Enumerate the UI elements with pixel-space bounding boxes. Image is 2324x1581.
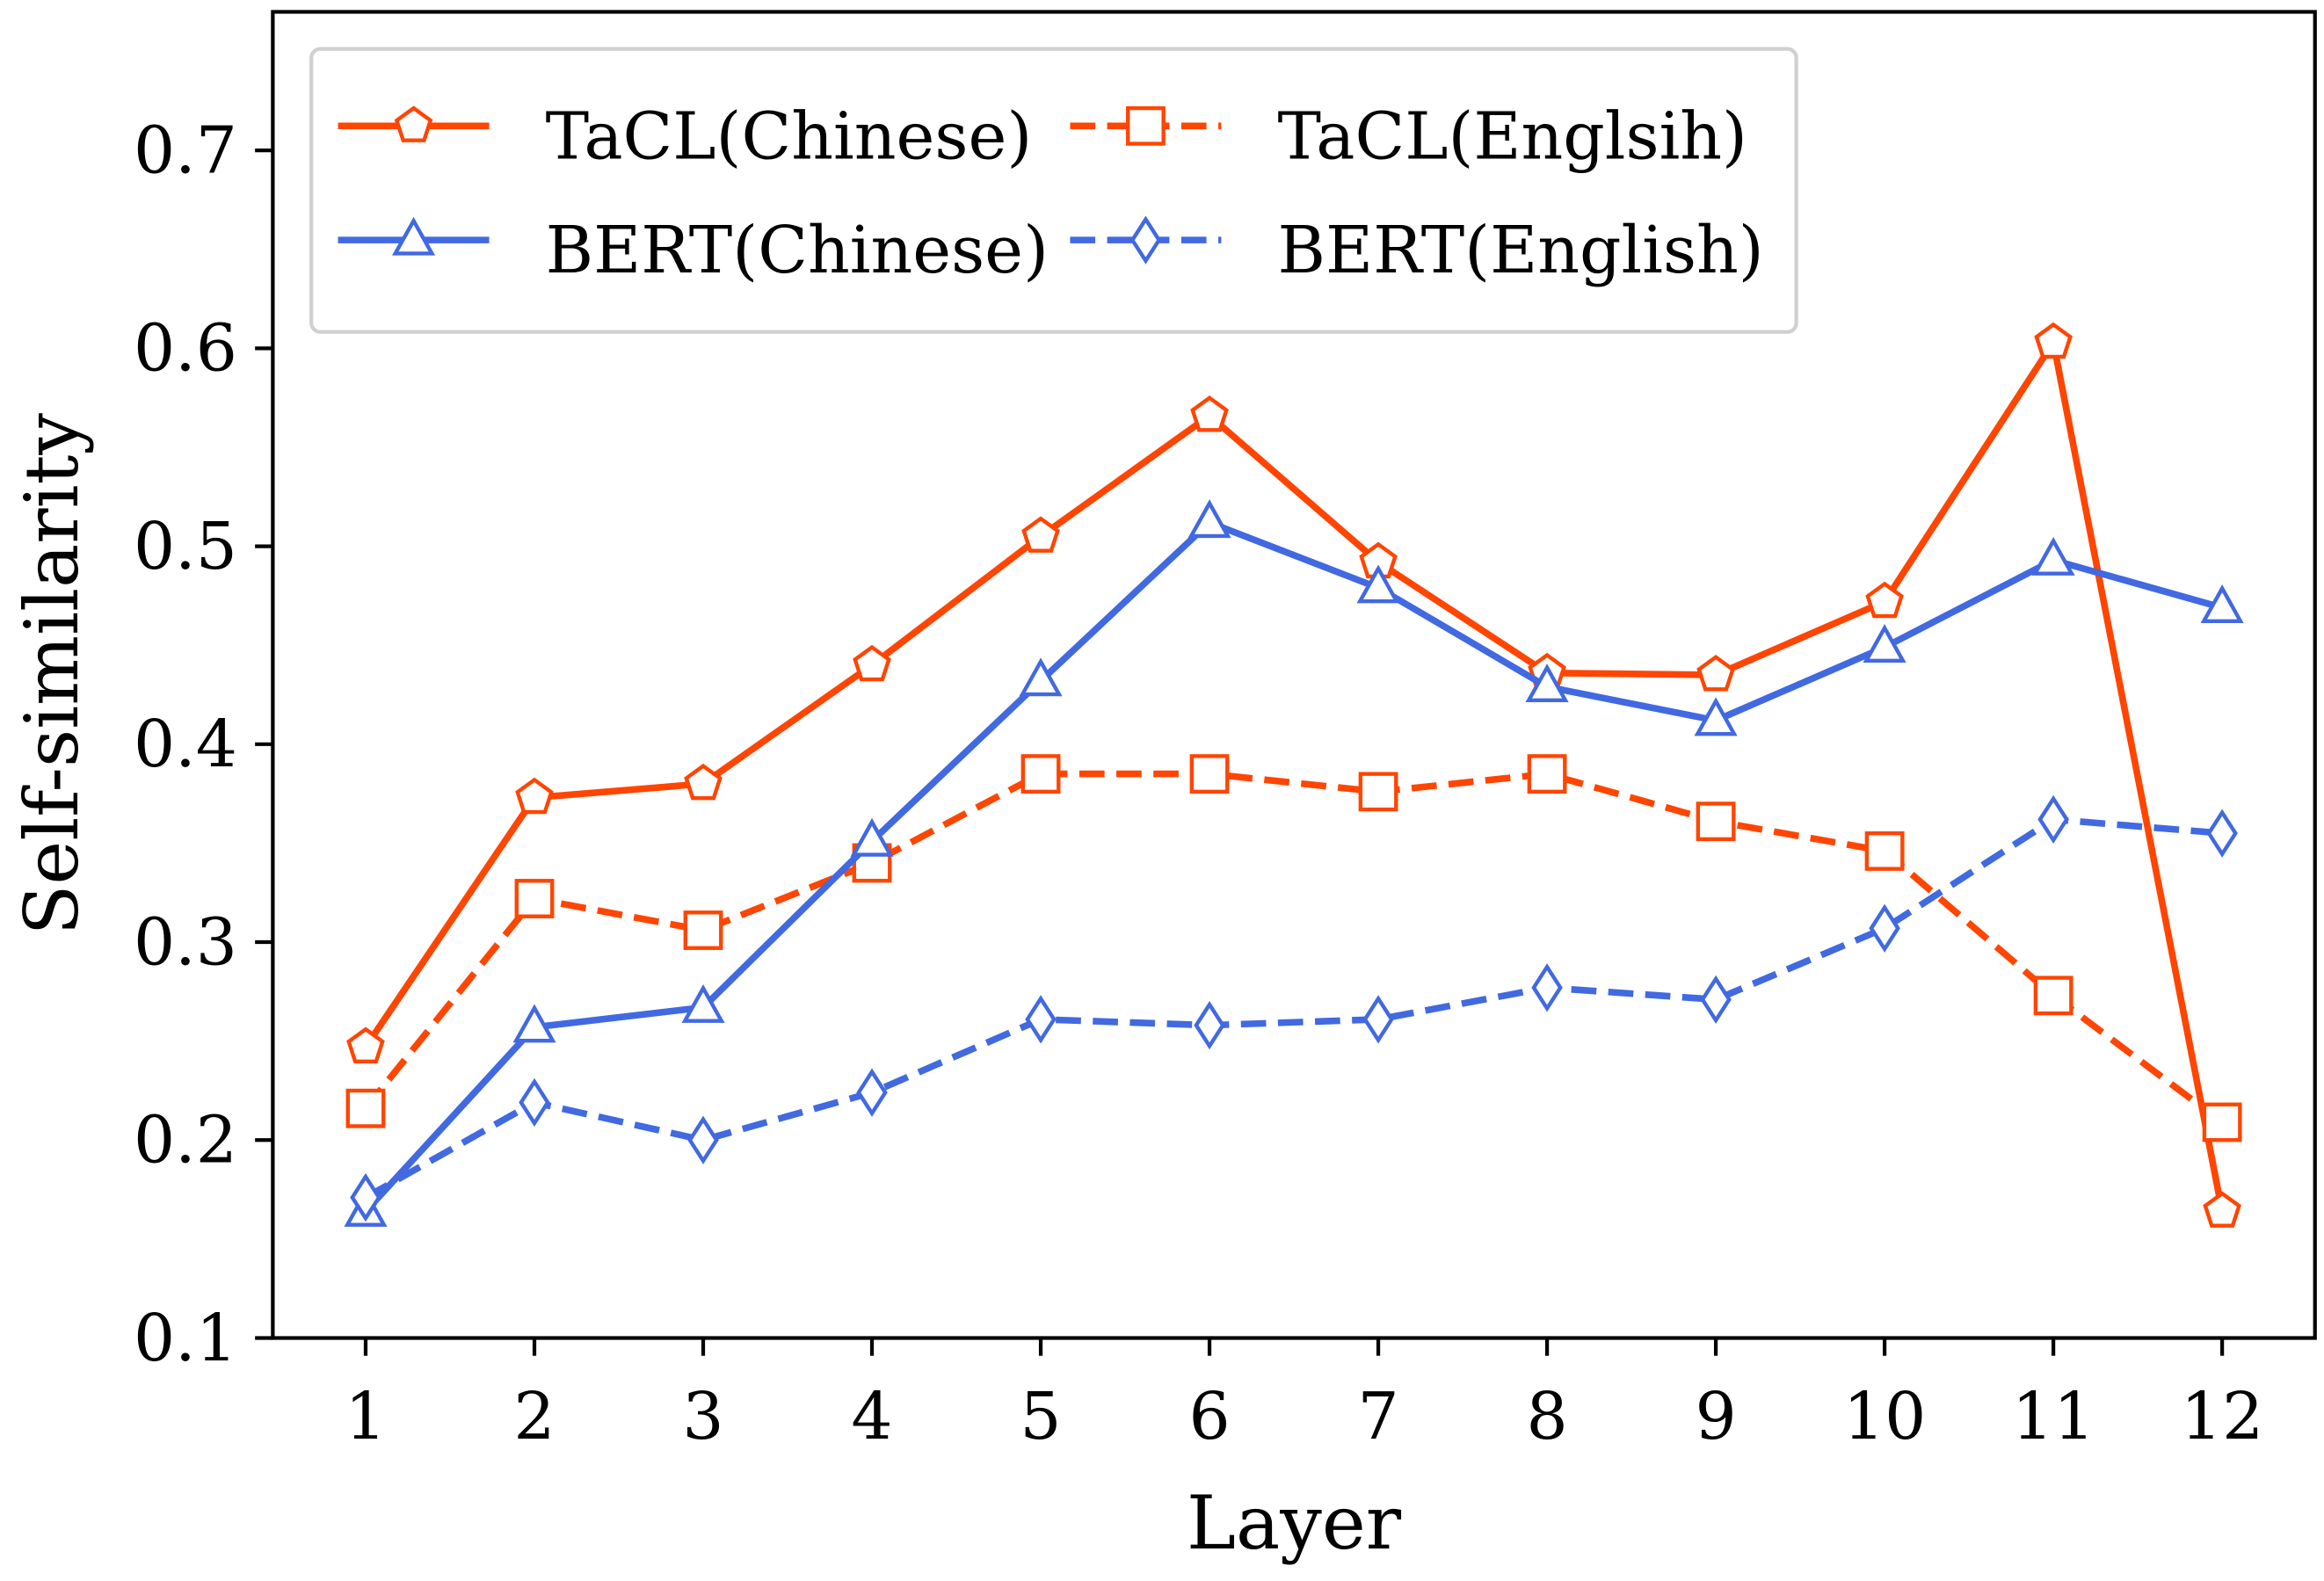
data-point bbox=[1700, 975, 1732, 1025]
y-tick-label: 0.7 bbox=[134, 112, 237, 188]
x-tick-label: 7 bbox=[1357, 1379, 1398, 1454]
data-point bbox=[345, 1088, 386, 1128]
data-point bbox=[856, 1068, 888, 1117]
legend-marker bbox=[1126, 105, 1166, 146]
series-bert-english bbox=[350, 794, 2238, 1222]
data-point bbox=[687, 1115, 719, 1164]
data-point bbox=[515, 777, 554, 815]
series-tacl-chinese bbox=[346, 322, 2241, 1228]
data-point bbox=[684, 763, 723, 801]
data-point bbox=[1362, 995, 1394, 1044]
data-point bbox=[1189, 754, 1230, 794]
series-bert-chinese bbox=[344, 499, 2244, 1227]
x-tick-label: 6 bbox=[1188, 1379, 1230, 1454]
x-tick-label: 1 bbox=[345, 1379, 386, 1454]
data-point bbox=[1694, 697, 1738, 736]
data-point bbox=[683, 910, 723, 950]
data-point bbox=[1696, 801, 1736, 842]
y-tick-label: 0.6 bbox=[134, 311, 237, 387]
data-point bbox=[1864, 831, 1905, 871]
series-tacl-englsih bbox=[345, 754, 2242, 1142]
data-point bbox=[1863, 624, 1906, 663]
x-tick-label: 8 bbox=[1526, 1379, 1567, 1454]
data-point bbox=[1531, 963, 1563, 1012]
x-tick-label: 10 bbox=[1843, 1379, 1926, 1454]
data-point bbox=[2206, 809, 2238, 858]
data-point bbox=[2202, 1102, 2242, 1142]
data-point bbox=[2203, 1191, 2241, 1228]
data-point bbox=[1187, 499, 1231, 539]
data-point bbox=[681, 983, 725, 1023]
legend: TaCL(Chinese) TaCL(Englsih) BERT(Chinese) B… bbox=[309, 47, 1798, 334]
legend-label: TaCL(Chinese) bbox=[546, 98, 1033, 174]
y-tick-label: 0.5 bbox=[134, 509, 237, 584]
data-point bbox=[1190, 395, 1229, 432]
data-point bbox=[1020, 754, 1061, 794]
x-axis-label: Layer bbox=[1187, 1480, 1402, 1566]
x-axis: 1 2 3 4 5 6 7 8 9 10 11 12 bbox=[345, 1338, 2263, 1454]
legend-label: BERT(English) bbox=[1278, 213, 1764, 288]
y-tick-label: 0.3 bbox=[134, 904, 237, 980]
data-point bbox=[850, 817, 894, 857]
x-tick-label: 3 bbox=[682, 1379, 723, 1454]
data-point bbox=[514, 879, 555, 918]
legend-label: TaCL(Englsih) bbox=[1278, 98, 1748, 174]
plot-area bbox=[344, 322, 2244, 1228]
legend-box bbox=[309, 47, 1798, 334]
data-point bbox=[1021, 516, 1060, 553]
x-tick-label: 5 bbox=[1020, 1379, 1061, 1454]
data-point bbox=[1865, 581, 1904, 619]
data-point bbox=[512, 1004, 556, 1043]
x-tick-label: 4 bbox=[851, 1379, 892, 1454]
y-axis: 0.1 0.2 0.3 0.4 0.5 0.6 0.7 bbox=[134, 112, 273, 1376]
data-point bbox=[2031, 536, 2075, 576]
series-line bbox=[362, 333, 2226, 1213]
x-tick-label: 11 bbox=[2012, 1379, 2095, 1454]
data-point bbox=[1025, 995, 1057, 1044]
legend-label: BERT(Chinese) bbox=[546, 213, 1049, 288]
legend-marker bbox=[391, 216, 436, 256]
data-point bbox=[1527, 754, 1567, 794]
series-line bbox=[363, 519, 2224, 1214]
legend-entry: BERT(English) bbox=[1070, 213, 1764, 288]
data-point bbox=[346, 1026, 385, 1063]
data-point bbox=[1194, 1000, 1225, 1050]
legend-entry: TaCL(Englsih) bbox=[1070, 98, 1747, 174]
data-point bbox=[2033, 975, 2073, 1016]
data-point bbox=[853, 644, 891, 682]
data-point bbox=[2037, 794, 2069, 845]
y-tick-label: 0.4 bbox=[134, 707, 237, 782]
data-point bbox=[1525, 664, 1569, 703]
data-point bbox=[1019, 657, 1063, 697]
x-tick-label: 2 bbox=[513, 1379, 555, 1454]
legend-marker bbox=[394, 105, 433, 142]
data-point bbox=[519, 1077, 550, 1128]
y-tick-label: 0.2 bbox=[134, 1103, 237, 1178]
data-point bbox=[1696, 655, 1735, 692]
legend-entry: TaCL(Chinese) bbox=[338, 98, 1033, 174]
data-point bbox=[350, 1172, 381, 1222]
series-line bbox=[364, 816, 2223, 1200]
axes-frame bbox=[271, 10, 2317, 1340]
y-tick-label: 0.1 bbox=[134, 1301, 237, 1376]
data-point bbox=[2034, 322, 2073, 359]
data-point bbox=[2200, 584, 2244, 623]
data-point bbox=[1356, 564, 1400, 604]
x-tick-label: 12 bbox=[2181, 1379, 2263, 1454]
data-point bbox=[1869, 903, 1900, 953]
series-line bbox=[363, 770, 2225, 1126]
x-tick-label: 9 bbox=[1695, 1379, 1736, 1454]
legend-marker bbox=[1129, 215, 1162, 265]
data-point bbox=[1358, 772, 1398, 812]
legend-entry: BERT(Chinese) bbox=[338, 213, 1049, 288]
y-axis-label: Self-similarity bbox=[9, 413, 95, 936]
